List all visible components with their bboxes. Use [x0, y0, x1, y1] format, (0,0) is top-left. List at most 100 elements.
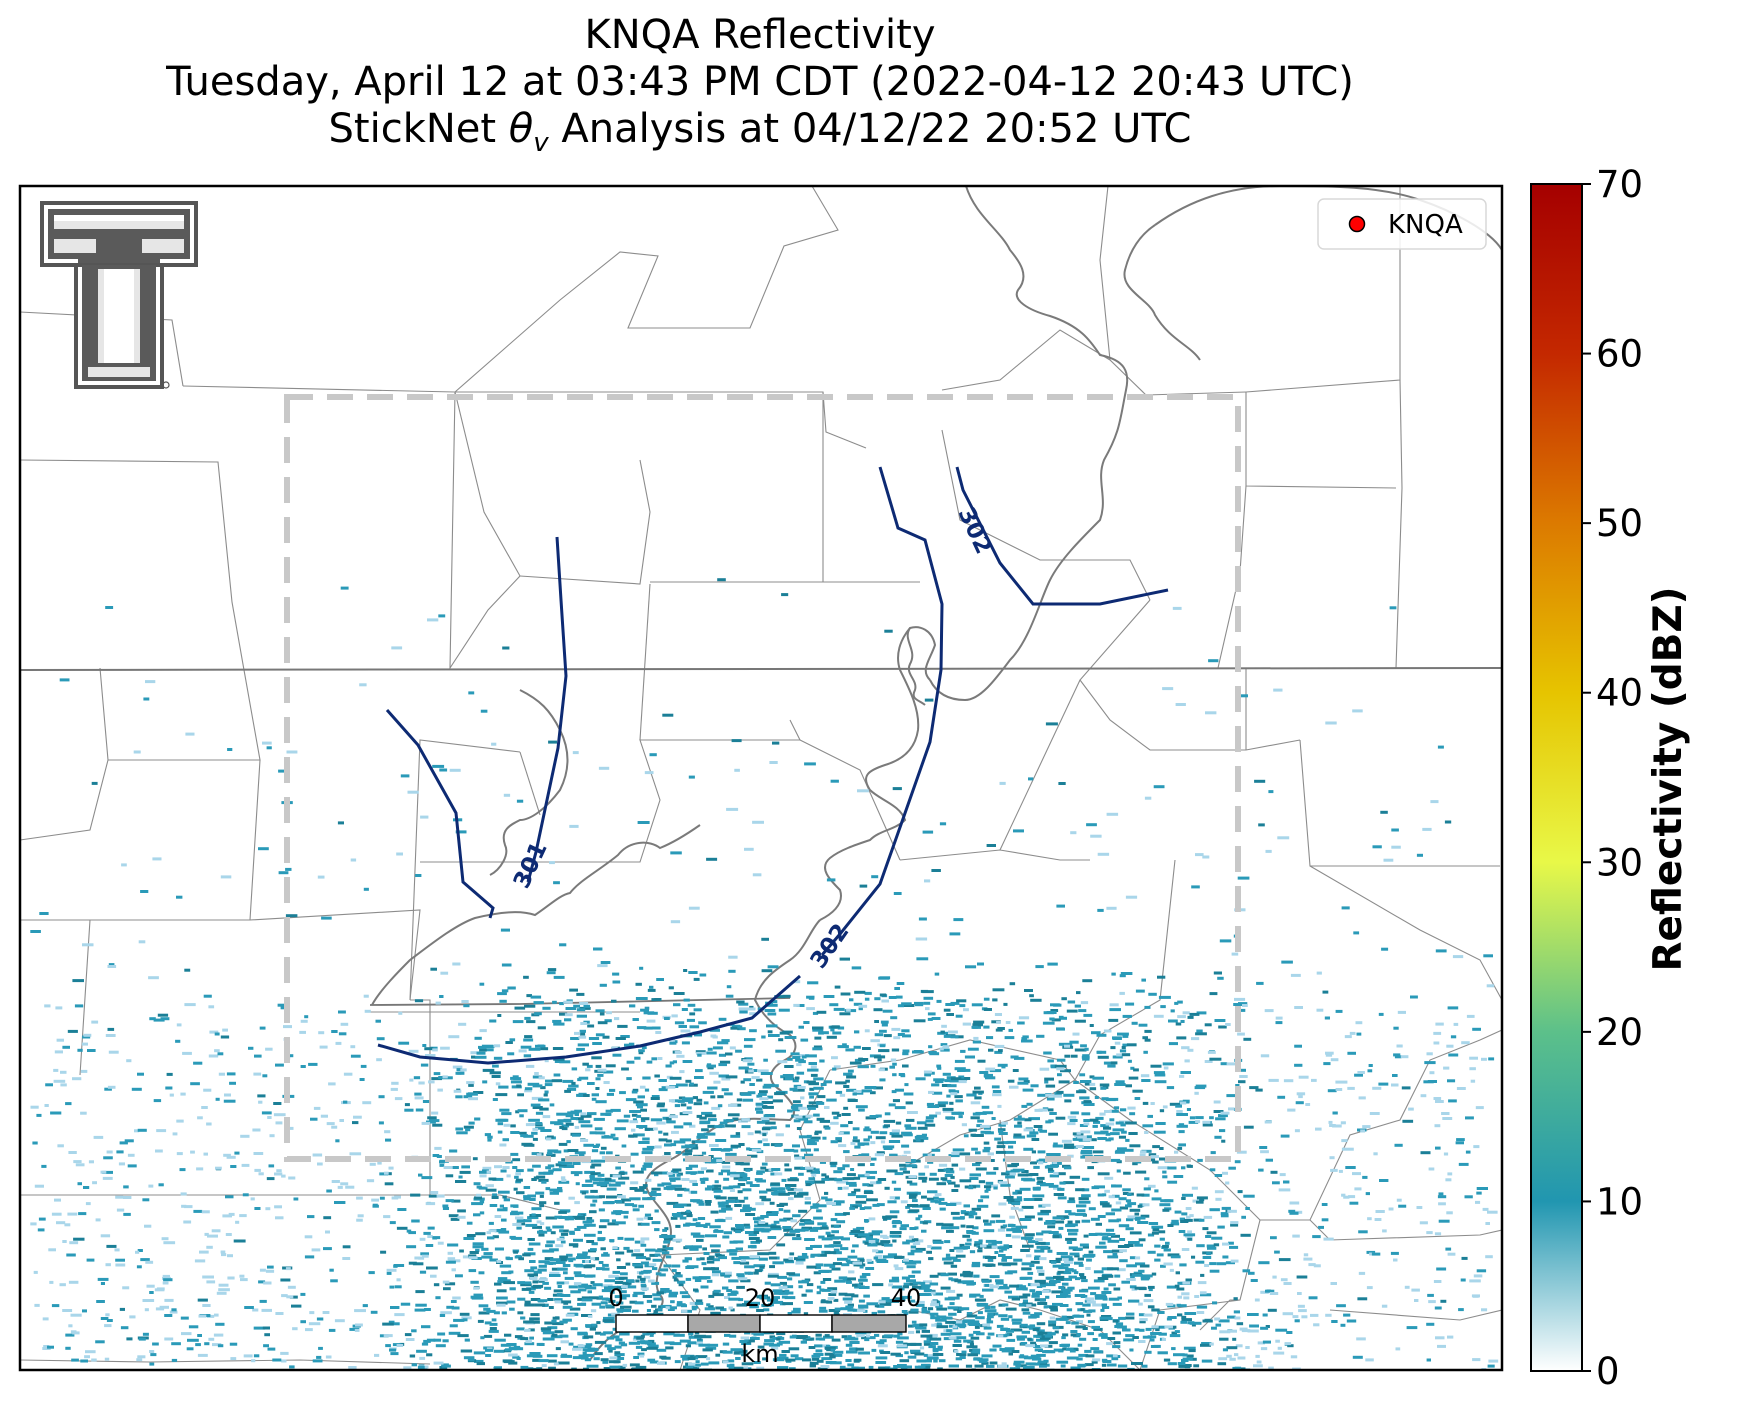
echo-pixel — [421, 1121, 431, 1125]
echo-pixel — [795, 1058, 805, 1062]
echo-pixel — [632, 1208, 640, 1212]
echo-pixel — [530, 1298, 541, 1301]
echo-pixel — [1356, 1337, 1366, 1341]
echo-pixel — [300, 1320, 306, 1324]
echo-pixel — [721, 1160, 731, 1164]
echo-pixel — [385, 1344, 391, 1348]
echo-pixel — [1078, 1009, 1087, 1013]
echo-pixel — [992, 1090, 1002, 1093]
echo-pixel — [796, 1335, 808, 1338]
echo-pixel — [1090, 834, 1102, 838]
echo-pixel — [966, 1314, 978, 1318]
echo-pixel — [1060, 1292, 1069, 1296]
echo-pixel — [735, 1230, 741, 1234]
echo-pixel — [595, 1087, 600, 1090]
echo-pixel — [1093, 1185, 1105, 1189]
echo-pixel — [902, 1049, 910, 1053]
echo-pixel — [921, 1133, 927, 1137]
echo-pixel — [970, 1351, 980, 1355]
echo-pixel — [1175, 1022, 1182, 1026]
echo-pixel — [837, 1167, 846, 1171]
echo-pixel — [958, 1115, 963, 1119]
echo-pixel — [551, 1319, 557, 1323]
echo-pixel — [1433, 1280, 1442, 1283]
echo-pixel — [1157, 975, 1166, 979]
echo-pixel — [558, 1210, 567, 1214]
echo-pixel — [1354, 1073, 1363, 1077]
echo-pixel — [1196, 1244, 1205, 1248]
echo-pixel — [591, 1323, 597, 1327]
echo-pixel — [1150, 1064, 1162, 1068]
echo-pixel — [1447, 1252, 1456, 1256]
echo-pixel — [1084, 1363, 1094, 1367]
echo-pixel — [776, 1337, 781, 1341]
echo-pixel — [1051, 1018, 1061, 1022]
echo-pixel — [1187, 1164, 1193, 1168]
echo-pixel — [1162, 1170, 1167, 1174]
echo-pixel — [1219, 1330, 1231, 1334]
echo-pixel — [742, 1098, 754, 1102]
echo-pixel — [747, 1245, 757, 1249]
echo-pixel — [1115, 1121, 1124, 1125]
echo-pixel — [1187, 1230, 1192, 1234]
echo-pixel — [812, 1026, 824, 1030]
echo-pixel — [779, 1218, 787, 1222]
echo-pixel — [527, 1082, 540, 1086]
echo-pixel — [261, 1111, 272, 1115]
echo-pixel — [218, 1283, 229, 1287]
echo-pixel — [538, 1076, 545, 1080]
echo-pixel — [592, 1042, 602, 1045]
echo-pixel — [543, 1093, 548, 1097]
echo-pixel — [1219, 939, 1232, 943]
echo-pixel — [1001, 1258, 1007, 1262]
echo-pixel — [625, 1285, 637, 1289]
echo-pixel — [654, 1209, 659, 1213]
echo-pixel — [847, 1099, 858, 1102]
echo-pixel — [1200, 1293, 1212, 1297]
echo-pixel — [901, 1310, 908, 1313]
echo-pixel — [682, 1060, 693, 1063]
echo-pixel — [856, 1226, 865, 1230]
echo-pixel — [740, 1162, 750, 1166]
echo-pixel — [1158, 1230, 1166, 1234]
echo-pixel — [1147, 1233, 1155, 1237]
echo-pixel — [528, 1118, 540, 1122]
echo-pixel — [1426, 1322, 1435, 1326]
echo-pixel — [943, 1008, 951, 1012]
echo-pixel — [822, 1278, 832, 1281]
echo-pixel — [651, 998, 657, 1002]
echo-pixel — [893, 1365, 904, 1368]
echo-pixel — [507, 1052, 515, 1056]
echo-pixel — [992, 1344, 1002, 1348]
echo-pixel — [1151, 1308, 1160, 1312]
echo-pixel — [725, 1152, 737, 1156]
echo-pixel — [578, 1094, 590, 1097]
echo-pixel — [745, 1231, 754, 1234]
echo-pixel — [620, 1343, 628, 1347]
echo-pixel — [289, 1365, 295, 1369]
echo-pixel — [1131, 1287, 1138, 1291]
echo-pixel — [744, 1271, 752, 1275]
echo-pixel — [1008, 1028, 1013, 1032]
echo-pixel — [1091, 1325, 1100, 1329]
echo-pixel — [821, 1288, 833, 1292]
echo-pixel — [1093, 1150, 1104, 1154]
echo-pixel — [1274, 1250, 1280, 1254]
echo-pixel — [1171, 1347, 1176, 1351]
echo-pixel — [699, 1116, 707, 1120]
echo-pixel — [954, 1059, 965, 1063]
echo-pixel — [1095, 1116, 1104, 1120]
echo-pixel — [676, 1173, 681, 1177]
echo-pixel — [898, 1073, 905, 1076]
echo-pixel — [737, 1025, 743, 1029]
echo-pixel — [903, 1258, 909, 1262]
echo-pixel — [1066, 1009, 1078, 1013]
echo-pixel — [904, 1342, 917, 1346]
echo-pixel — [91, 1020, 99, 1024]
echo-pixel — [926, 1197, 934, 1201]
echo-pixel — [748, 1237, 760, 1240]
echo-pixel — [770, 1182, 780, 1186]
echo-pixel — [604, 1019, 612, 1023]
echo-pixel — [634, 1240, 644, 1244]
echo-pixel — [1128, 1299, 1140, 1303]
